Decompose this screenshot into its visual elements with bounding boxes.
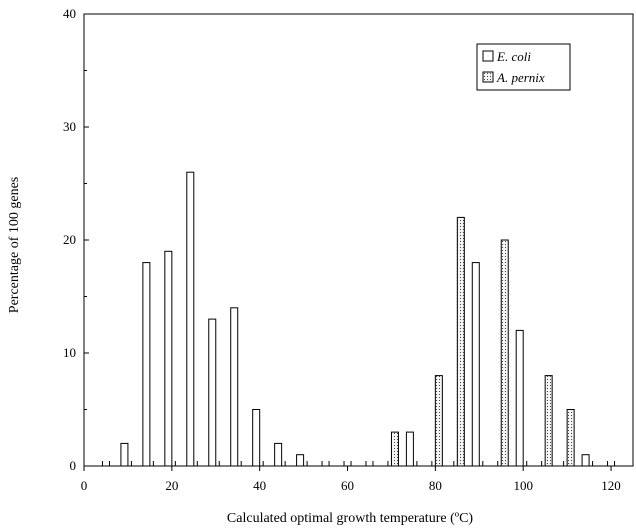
bar-e-coli	[274, 442, 283, 467]
bar-a-pernix	[456, 216, 465, 467]
bar-e-coli	[120, 442, 129, 467]
legend-label-a-pernix: A. pernix	[496, 70, 545, 85]
y-tick-label: 10	[63, 345, 76, 360]
legend-swatch-e-coli	[482, 50, 494, 62]
bar-a-pernix	[500, 239, 509, 467]
x-axis-title: Calculated optimal growth temperature (º…	[227, 511, 473, 526]
bar-a-pernix	[544, 375, 553, 467]
x-tick-label: 60	[341, 478, 354, 493]
legend-swatch-a-pernix	[482, 71, 494, 83]
bar-a-pernix	[434, 375, 443, 467]
bars	[101, 171, 616, 467]
y-axis-title: Percentage of 100 genes	[7, 177, 22, 313]
bar-a-pernix	[566, 409, 575, 467]
legend-label-e-coli: E. coli	[496, 49, 531, 64]
bar-e-coli	[296, 454, 305, 467]
x-tick-label: 120	[601, 478, 621, 493]
x-tick-label: 20	[165, 478, 178, 493]
x-tick-label: 0	[81, 478, 88, 493]
x-tick-label: 100	[513, 478, 533, 493]
bar-e-coli	[230, 307, 239, 467]
bar-e-coli	[164, 250, 173, 467]
bar-e-coli	[208, 318, 217, 467]
y-tick-label: 20	[63, 232, 76, 247]
bar-e-coli	[186, 171, 195, 467]
bar-e-coli	[471, 262, 480, 467]
bar-e-coli	[581, 454, 590, 467]
bar-e-coli	[142, 262, 151, 467]
bar-a-pernix	[390, 431, 399, 467]
y-tick-label: 30	[63, 119, 76, 134]
bar-e-coli	[252, 409, 261, 467]
bar-e-coli	[515, 329, 524, 467]
axis-ticks: 0 20 40 60 80 100 120 0 10 20 30 40	[63, 6, 621, 493]
x-tick-label: 80	[429, 478, 442, 493]
x-tick-label: 40	[253, 478, 266, 493]
bar-e-coli	[405, 431, 414, 467]
legend: E. coli A. pernix	[476, 43, 571, 91]
y-tick-label: 0	[70, 458, 77, 473]
y-tick-label: 40	[63, 6, 76, 21]
